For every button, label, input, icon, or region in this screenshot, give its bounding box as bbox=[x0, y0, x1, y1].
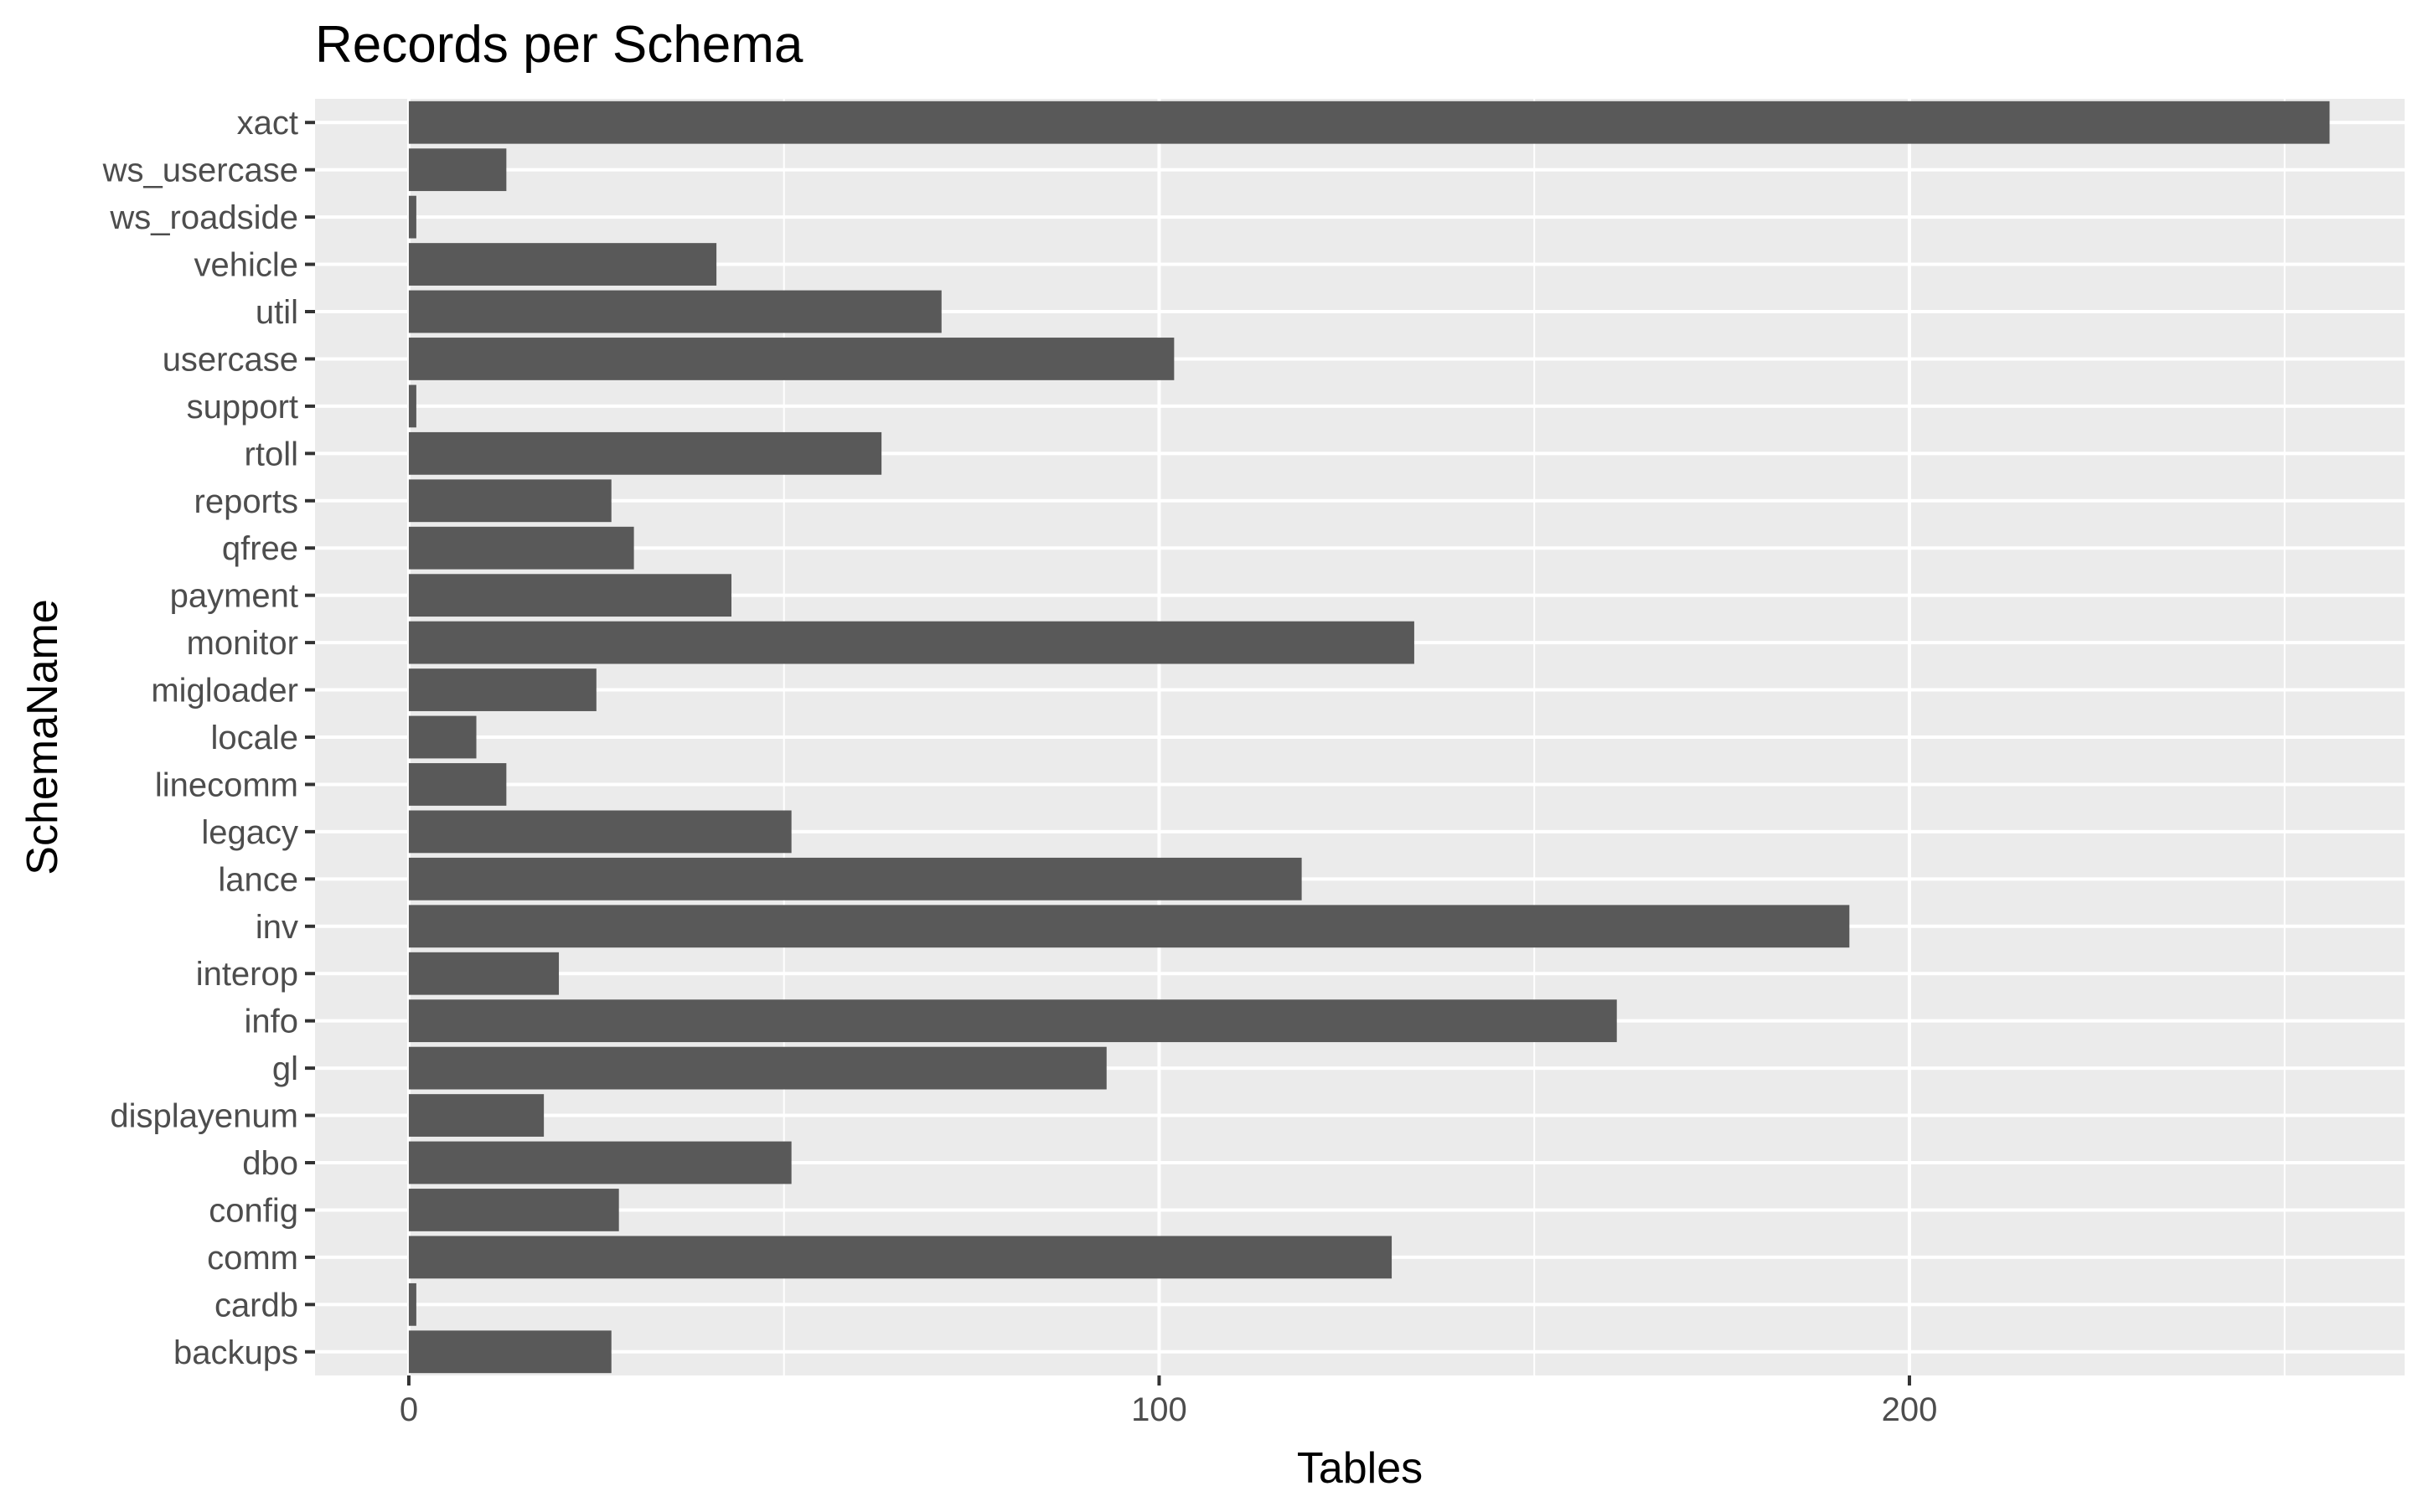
y-tick-label: comm bbox=[207, 1240, 298, 1277]
bar-linecomm bbox=[408, 763, 507, 806]
bar-usercase bbox=[408, 338, 1175, 380]
y-tick-label: xact bbox=[237, 105, 298, 142]
y-tick-label: rtoll bbox=[245, 436, 298, 472]
bar-migloader bbox=[408, 668, 597, 711]
bar-info bbox=[408, 999, 1617, 1043]
x-axis-title: Tables bbox=[1297, 1444, 1423, 1493]
x-axis: 0 100 200 bbox=[400, 1375, 1938, 1428]
bar-xact bbox=[408, 101, 2330, 144]
bar-util bbox=[408, 290, 942, 333]
y-tick-label: migloader bbox=[151, 673, 298, 710]
bar-qfree bbox=[408, 526, 634, 570]
bar-interop bbox=[408, 952, 560, 995]
bars bbox=[408, 101, 2330, 1374]
y-tick-label: dbo bbox=[242, 1145, 298, 1182]
y-tick-label: displayenum bbox=[110, 1098, 298, 1135]
bar-locale bbox=[408, 715, 477, 759]
bar-vehicle bbox=[408, 243, 717, 286]
bar-backups bbox=[408, 1330, 612, 1374]
y-tick-label: legacy bbox=[201, 814, 298, 851]
bar-legacy bbox=[408, 810, 792, 854]
y-tick-label: monitor bbox=[187, 625, 298, 662]
y-tick-label: ws_roadside bbox=[109, 199, 298, 236]
bar-gl bbox=[408, 1046, 1107, 1090]
y-tick-label: config bbox=[209, 1192, 298, 1229]
bar-monitor bbox=[408, 621, 1414, 664]
y-tick-label: usercase bbox=[163, 341, 298, 378]
bar-lance bbox=[408, 857, 1302, 900]
bar-displayenum bbox=[408, 1094, 545, 1137]
y-tick-label: qfree bbox=[222, 530, 298, 567]
y-tick-label: util bbox=[256, 294, 298, 331]
bar-comm bbox=[408, 1236, 1393, 1279]
x-tick-label: 100 bbox=[1131, 1391, 1187, 1428]
y-tick-label: reports bbox=[194, 483, 299, 520]
y-tick-label: gl bbox=[272, 1050, 298, 1087]
y-tick-label: support bbox=[187, 389, 298, 426]
y-tick-label: payment bbox=[170, 578, 298, 615]
y-tick-label: info bbox=[245, 1004, 299, 1040]
y-tick-label: inv bbox=[256, 909, 298, 946]
bar-ws-usercase bbox=[408, 148, 507, 192]
y-tick-label: interop bbox=[196, 956, 298, 993]
y-tick-label: ws_usercase bbox=[102, 152, 298, 189]
chart-title: Records per Schema bbox=[315, 16, 803, 74]
y-tick-label: lance bbox=[218, 861, 298, 898]
bar-rtoll bbox=[408, 431, 882, 475]
x-tick-label: 200 bbox=[1882, 1391, 1938, 1428]
major-grid bbox=[315, 99, 2405, 1375]
bar-inv bbox=[408, 905, 1850, 948]
bar-config bbox=[408, 1189, 619, 1231]
y-tick-label: locale bbox=[210, 720, 298, 756]
bar-cardb bbox=[408, 1282, 416, 1326]
y-tick-label: cardb bbox=[214, 1287, 298, 1324]
bar-ws-roadside bbox=[408, 195, 416, 239]
y-axis-title: SchemaName bbox=[18, 599, 67, 875]
bar-dbo bbox=[408, 1141, 792, 1184]
y-tick-label: linecomm bbox=[155, 766, 298, 803]
bar-payment bbox=[408, 574, 732, 617]
bar-reports bbox=[408, 479, 612, 523]
y-tick-label: backups bbox=[173, 1334, 298, 1371]
x-tick-label: 0 bbox=[400, 1391, 418, 1428]
y-tick-label: vehicle bbox=[194, 247, 298, 284]
bar-support bbox=[408, 384, 416, 428]
